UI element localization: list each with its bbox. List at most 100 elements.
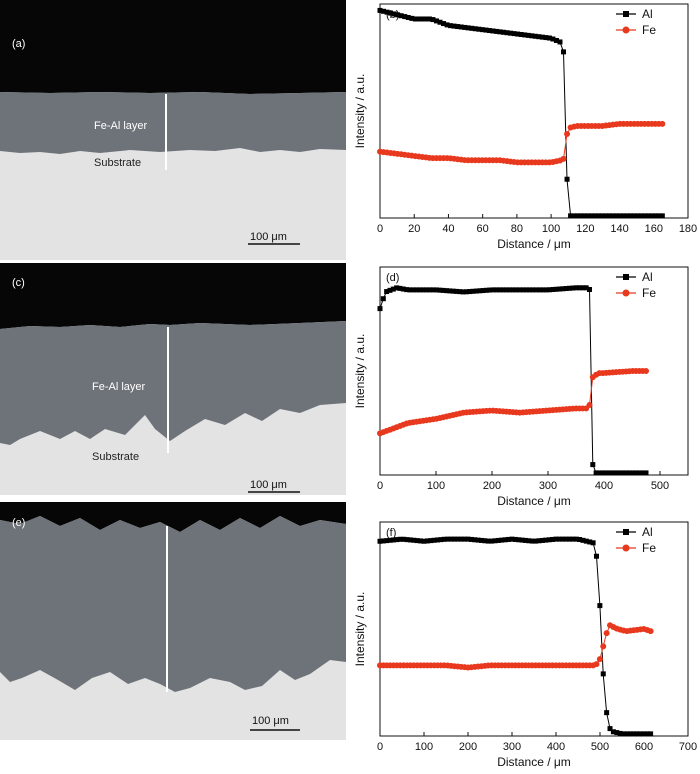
micrograph-e: (e) 100 μm [0, 502, 346, 740]
series-al-point [465, 25, 471, 31]
series-al-point [649, 213, 655, 219]
legend-al-marker [623, 529, 629, 535]
legend-fe-label: Fe [642, 541, 656, 555]
legend-al-marker [623, 274, 629, 280]
y-axis-label: Intensity / a.u. [353, 592, 367, 667]
series-fe-point [593, 661, 600, 668]
series-al-point [451, 23, 457, 29]
series-al-point [530, 287, 536, 293]
series-al-point [607, 726, 613, 732]
series-al-point [414, 538, 420, 544]
series-al-point [462, 24, 468, 30]
series-al-point [621, 731, 627, 737]
series-al-point [645, 213, 651, 219]
legend-fe-label: Fe [642, 286, 656, 300]
series-al-point [593, 470, 599, 476]
series-al-point [507, 287, 513, 293]
series-al-point [462, 536, 468, 542]
series-al-point [610, 729, 616, 735]
series-al-point [391, 11, 397, 17]
legend-fe-marker [622, 289, 630, 297]
series-al-point [557, 286, 563, 292]
series-al-point [532, 33, 538, 39]
series-al-point [523, 287, 529, 293]
chart-d: 0 100 200 300 400 500 Distance / μm Intensity /… [352, 259, 700, 513]
x-tick-label: 500 [651, 480, 669, 492]
series-al-point [644, 731, 650, 737]
series-al-point [610, 470, 616, 476]
series-al-point [475, 537, 481, 543]
x-tick-label: 100 [542, 223, 560, 235]
series-al-point [381, 8, 387, 14]
series-al-point [517, 287, 523, 293]
series-al-point [377, 7, 383, 13]
series-al-point [587, 539, 593, 545]
x-tick-label: 40 [442, 223, 454, 235]
series-al-point [430, 287, 436, 293]
series-al-point [577, 285, 582, 291]
series-al-point [580, 285, 586, 291]
series-al-point [590, 462, 596, 468]
series-al-point [640, 470, 646, 476]
series-al-point [616, 470, 622, 476]
series-al-point [556, 536, 562, 542]
series-al-point [506, 536, 512, 542]
series-al-point [577, 537, 583, 543]
series-al-point [627, 731, 633, 737]
series-al-point [387, 287, 393, 293]
series-al-point [641, 731, 647, 737]
series-al-point [600, 671, 606, 677]
series-al-point [483, 287, 489, 293]
series-al-point [539, 34, 545, 40]
x-tick-label: 200 [483, 480, 501, 492]
series-al-point [546, 537, 552, 543]
series-al-point [412, 16, 418, 22]
series-al-point [568, 213, 574, 219]
series-al-point [400, 286, 406, 292]
micrograph-c: (c) Fe-Al layer Substrate 100 μm [0, 263, 346, 495]
series-al-point [593, 553, 599, 559]
series-al-point [537, 287, 543, 293]
series-al-point [624, 731, 630, 737]
series-al-point [453, 288, 459, 294]
series-al-point [477, 288, 483, 294]
x-axis-label: Distance / μm [497, 494, 571, 508]
series-al-point [553, 37, 559, 43]
micrograph-a: (a) Fe-Al layer Substrate 100 μm [0, 0, 346, 260]
series-al-point [457, 289, 463, 295]
series-al-point [527, 287, 533, 293]
series-fe-point [643, 368, 649, 374]
series-al-point [419, 16, 425, 22]
series-al-point [557, 39, 563, 45]
series-al-point [518, 31, 524, 37]
series-al-point [490, 28, 496, 34]
series-al-point [599, 213, 605, 219]
series-al-point [550, 36, 556, 42]
series-al-point [643, 470, 649, 476]
series-al-point [578, 213, 584, 219]
series-al-point [508, 30, 514, 36]
x-axis-label: Distance / μm [497, 237, 571, 251]
micrograph-a-scale-label: 100 μm [250, 231, 287, 243]
series-al-point [404, 287, 410, 293]
series-al-point [510, 287, 516, 293]
series-al-point [478, 537, 484, 543]
series-al-line [379, 9, 663, 217]
series-al-point [377, 538, 383, 544]
series-al-point [420, 287, 426, 293]
x-tick-label: 400 [595, 480, 613, 492]
x-tick-label: 160 [645, 223, 663, 235]
series-al-point [438, 537, 444, 543]
series-al-point [473, 288, 479, 294]
series-al-point [550, 287, 556, 293]
x-tick-label: 100 [427, 480, 445, 492]
series-al-point [430, 17, 436, 23]
legend-fe-marker [622, 26, 630, 34]
series-al-point [470, 288, 476, 294]
series-al-point [458, 24, 464, 30]
series-al-point [469, 25, 475, 31]
x-tick-label: 180 [679, 223, 697, 235]
x-tick-label: 0 [377, 223, 383, 235]
series-al-point [426, 16, 432, 22]
series-al-point [451, 536, 457, 542]
